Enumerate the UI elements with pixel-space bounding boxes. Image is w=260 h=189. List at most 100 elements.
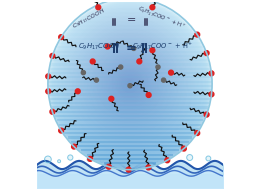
- Ellipse shape: [111, 64, 149, 104]
- Circle shape: [209, 92, 214, 97]
- Bar: [53, 111, 207, 117]
- Bar: [59, 38, 201, 44]
- Circle shape: [59, 128, 64, 133]
- Ellipse shape: [115, 68, 145, 100]
- Ellipse shape: [79, 31, 181, 137]
- Ellipse shape: [96, 48, 164, 120]
- Bar: [55, 115, 205, 121]
- Ellipse shape: [118, 71, 142, 97]
- Bar: [50, 59, 210, 66]
- Ellipse shape: [63, 14, 197, 154]
- Circle shape: [161, 78, 166, 82]
- Ellipse shape: [51, 1, 209, 167]
- Bar: [48, 81, 212, 87]
- Ellipse shape: [122, 75, 138, 92]
- Ellipse shape: [103, 55, 157, 112]
- Circle shape: [96, 5, 101, 10]
- Ellipse shape: [107, 60, 153, 108]
- Ellipse shape: [83, 35, 177, 132]
- Ellipse shape: [127, 81, 133, 87]
- Bar: [87, 153, 173, 160]
- Ellipse shape: [49, 0, 211, 168]
- Ellipse shape: [99, 51, 161, 117]
- Bar: [104, 0, 156, 5]
- Ellipse shape: [114, 67, 146, 101]
- Bar: [52, 55, 208, 61]
- Bar: [50, 98, 210, 104]
- Ellipse shape: [123, 77, 137, 91]
- Bar: [87, 8, 173, 14]
- Bar: [48, 89, 212, 96]
- Circle shape: [90, 59, 95, 64]
- Circle shape: [169, 70, 173, 75]
- Bar: [72, 141, 188, 147]
- Bar: [48, 72, 212, 78]
- Bar: [104, 162, 156, 169]
- Ellipse shape: [108, 61, 152, 107]
- Bar: [81, 149, 179, 156]
- Circle shape: [146, 93, 151, 98]
- Text: $\mathbf{=}$: $\mathbf{=}$: [123, 40, 137, 53]
- Circle shape: [154, 158, 158, 162]
- Circle shape: [187, 155, 193, 160]
- Bar: [81, 12, 179, 18]
- Bar: [57, 119, 203, 126]
- Ellipse shape: [56, 7, 204, 161]
- Circle shape: [165, 158, 170, 163]
- Ellipse shape: [119, 72, 141, 95]
- Ellipse shape: [112, 65, 148, 102]
- Circle shape: [156, 65, 160, 69]
- Ellipse shape: [55, 5, 205, 163]
- Bar: [64, 29, 196, 36]
- Circle shape: [105, 44, 110, 49]
- Circle shape: [204, 51, 209, 56]
- Ellipse shape: [74, 25, 186, 143]
- Bar: [59, 124, 201, 130]
- Bar: [52, 106, 208, 113]
- Ellipse shape: [57, 8, 203, 160]
- Circle shape: [50, 53, 55, 58]
- Circle shape: [112, 154, 118, 160]
- Ellipse shape: [60, 11, 200, 157]
- Text: $\mathit{C_9H_{17}COOH}$: $\mathit{C_9H_{17}COOH}$: [78, 41, 121, 52]
- Circle shape: [146, 165, 151, 170]
- Ellipse shape: [82, 34, 178, 134]
- Ellipse shape: [62, 12, 198, 155]
- Text: $\mathit{C_9H_{17}COOH}$: $\mathit{C_9H_{17}COOH}$: [71, 6, 107, 31]
- Ellipse shape: [125, 78, 135, 90]
- Circle shape: [50, 109, 55, 114]
- Ellipse shape: [77, 28, 183, 140]
- Bar: [76, 145, 184, 151]
- Circle shape: [81, 70, 86, 75]
- Ellipse shape: [59, 9, 201, 158]
- Bar: [50, 64, 210, 70]
- Circle shape: [139, 154, 147, 162]
- Circle shape: [106, 164, 111, 169]
- Circle shape: [46, 89, 51, 94]
- Ellipse shape: [52, 2, 208, 165]
- Ellipse shape: [116, 70, 144, 98]
- Bar: [53, 51, 207, 57]
- Circle shape: [109, 96, 114, 101]
- Bar: [64, 132, 196, 139]
- Circle shape: [204, 112, 209, 117]
- Circle shape: [126, 167, 131, 172]
- Ellipse shape: [81, 32, 179, 135]
- Ellipse shape: [104, 57, 156, 111]
- Circle shape: [58, 160, 61, 163]
- Ellipse shape: [97, 50, 163, 118]
- Bar: [72, 21, 188, 27]
- Circle shape: [68, 155, 73, 160]
- Circle shape: [46, 74, 51, 79]
- Ellipse shape: [93, 45, 167, 122]
- Bar: [48, 76, 212, 83]
- Circle shape: [165, 157, 170, 162]
- Ellipse shape: [53, 4, 207, 164]
- Bar: [49, 68, 211, 74]
- Ellipse shape: [100, 52, 160, 115]
- Ellipse shape: [126, 80, 134, 88]
- Ellipse shape: [48, 0, 212, 170]
- Circle shape: [206, 156, 211, 161]
- Circle shape: [100, 159, 104, 162]
- Bar: [61, 128, 199, 134]
